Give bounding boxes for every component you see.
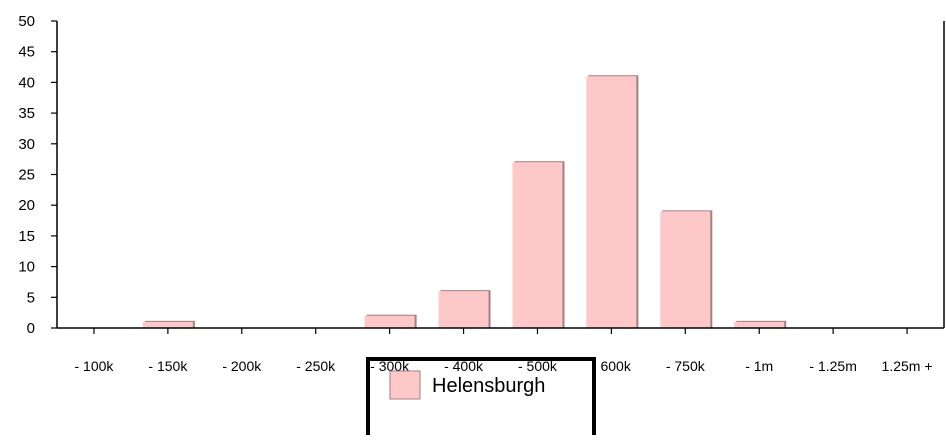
y-tick-label: 50 [18, 13, 35, 30]
x-tick-label: - 150k [148, 358, 188, 374]
y-tick-label: 10 [18, 259, 35, 276]
y-tick-label: 0 [27, 320, 35, 337]
y-tick-label: 15 [18, 228, 35, 245]
legend-box [366, 357, 596, 440]
legend-swatch-helensburgh [389, 370, 421, 400]
x-tick-label: - 1.25m [809, 358, 856, 374]
y-tick-label: 30 [18, 136, 35, 153]
x-tick-label: - 200k [222, 358, 262, 374]
x-tick-label: - 400k [444, 358, 484, 374]
bar-750k [660, 211, 711, 328]
legend-label-helensburgh: Helensburgh [432, 375, 545, 397]
x-tick-label: 1.25m + [882, 358, 933, 374]
x-tick-label: - 300k [370, 358, 410, 374]
y-tick-label: 45 [18, 44, 35, 61]
y-tick-label: 25 [18, 167, 35, 184]
bar-series [142, 75, 787, 328]
bar-400k [438, 291, 489, 328]
y-tick-label: 20 [18, 197, 35, 214]
x-tick-label: - 500k [518, 358, 558, 374]
legend: Helensburgh [366, 357, 596, 440]
bar-150k [142, 321, 193, 328]
y-tick-label: 35 [18, 105, 35, 122]
bar-300k [364, 315, 415, 328]
x-tick-label: - 600k [592, 358, 632, 374]
y-tick-label: 5 [27, 289, 35, 306]
x-tick-label: - 750k [666, 358, 706, 374]
x-tick-label: - 250k [296, 358, 336, 374]
y-axis-ticks: 0 5 10 15 20 25 30 35 40 45 50 [18, 13, 57, 337]
y-tick-label: 40 [18, 74, 35, 91]
bar-600k [586, 76, 637, 328]
bar-1m [734, 321, 785, 328]
x-tick-label: - 1m [745, 358, 773, 374]
x-axis-labels: - 100k - 150k - 200k - 250k - 300k - 400k - 50… [74, 328, 933, 374]
x-tick-label: - 100k [74, 358, 114, 374]
bar-500k [512, 162, 563, 328]
